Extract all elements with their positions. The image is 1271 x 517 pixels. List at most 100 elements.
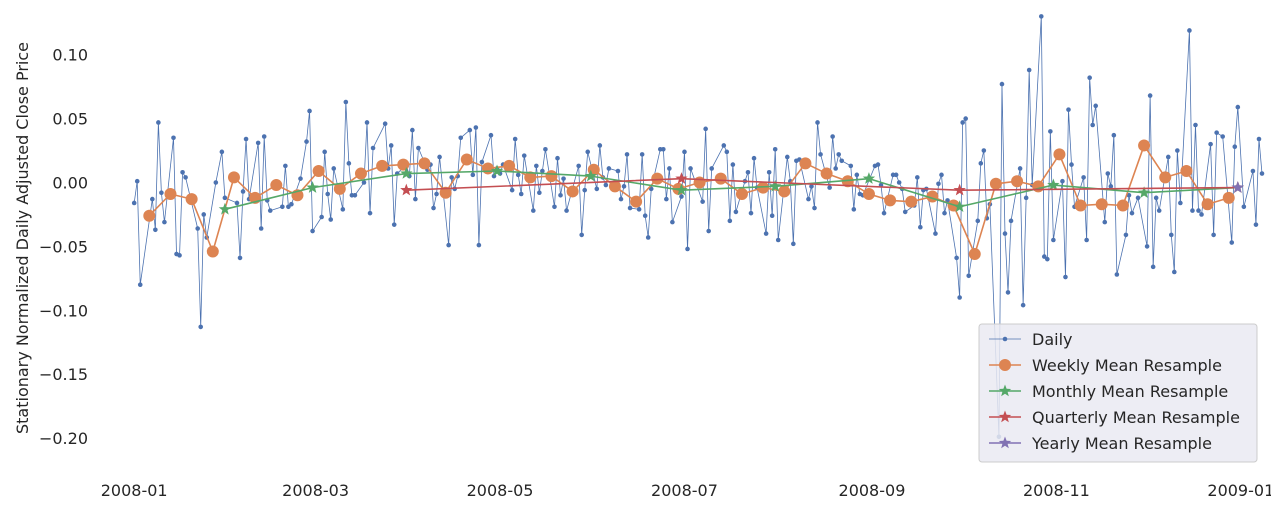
data-point-daily — [434, 191, 439, 197]
data-point-daily — [579, 232, 584, 238]
data-point-daily — [283, 163, 288, 169]
data-point-daily — [1187, 28, 1192, 33]
data-point-weekly-mean-resample — [884, 194, 897, 207]
data-point-daily — [645, 235, 651, 240]
data-point-daily — [1259, 171, 1265, 176]
data-point-daily — [848, 163, 854, 169]
data-point-daily — [815, 120, 820, 125]
data-point-monthly-mean-resample — [862, 172, 876, 184]
data-point-daily — [364, 120, 370, 125]
data-point-quarterly-mean-resample — [953, 183, 966, 196]
data-point-daily — [818, 152, 823, 157]
legend-swatch-marker — [999, 359, 1011, 371]
data-point-weekly-mean-resample — [1116, 199, 1129, 212]
data-point-daily — [1026, 67, 1032, 73]
data-point-weekly-mean-resample — [1053, 148, 1066, 161]
data-point-daily — [585, 149, 591, 155]
data-point-daily — [416, 145, 421, 151]
data-point-daily — [833, 166, 838, 171]
data-point-daily — [851, 207, 857, 212]
legend-label: Quarterly Mean Resample — [1032, 408, 1240, 427]
data-point-weekly-mean-resample — [481, 162, 494, 175]
data-point-daily — [1005, 290, 1011, 295]
data-point-daily — [661, 146, 666, 152]
data-point-daily — [1147, 93, 1153, 98]
data-point-daily — [183, 175, 188, 180]
series-weekly-mean-resample — [143, 139, 1235, 261]
data-point-daily — [966, 273, 972, 279]
data-point-daily — [431, 205, 436, 211]
data-point-weekly-mean-resample — [354, 167, 367, 180]
data-point-monthly-mean-resample — [218, 202, 232, 215]
x-tick-label: 2008-11 — [1023, 481, 1090, 500]
data-point-daily — [177, 253, 182, 258]
data-point-daily — [1211, 232, 1216, 238]
y-tick-label: 0.10 — [52, 46, 88, 65]
data-point-daily — [748, 210, 754, 216]
data-point-daily — [1090, 122, 1095, 128]
data-point-daily — [1102, 219, 1108, 225]
data-point-daily — [162, 219, 167, 225]
data-point-daily — [1229, 240, 1235, 245]
data-point-daily — [582, 187, 588, 193]
data-point-daily — [180, 169, 185, 175]
data-point-weekly-mean-resample — [185, 193, 198, 206]
data-point-daily — [537, 190, 542, 196]
data-point-quarterly-mean-resample — [675, 172, 688, 184]
data-point-daily — [836, 152, 841, 157]
data-point-daily — [1256, 136, 1262, 142]
data-point-monthly-mean-resample — [400, 167, 413, 179]
data-point-daily — [476, 242, 482, 248]
data-point-daily — [1108, 184, 1114, 189]
data-point-daily — [322, 149, 327, 155]
data-point-quarterly-mean-resample — [400, 183, 413, 196]
data-point-monthly-mean-resample — [490, 164, 504, 177]
data-point-daily — [830, 134, 835, 139]
data-point-daily — [954, 255, 959, 261]
data-point-daily — [449, 175, 454, 180]
data-point-daily — [370, 145, 376, 151]
legend-swatch-marker — [1002, 336, 1008, 342]
data-point-daily — [639, 152, 645, 157]
data-point-daily — [437, 154, 442, 160]
y-tick-label: 0.05 — [52, 110, 88, 129]
data-point-weekly-mean-resample — [524, 171, 537, 184]
data-point-daily — [594, 186, 600, 192]
legend-item-weekly-mean-resample: Weekly Mean Resample — [989, 356, 1222, 375]
data-point-daily — [515, 172, 521, 178]
data-point-daily — [518, 191, 524, 197]
data-point-daily — [304, 139, 309, 144]
data-point-daily — [137, 282, 143, 288]
data-point-monthly-mean-resample — [953, 200, 966, 213]
legend-box — [978, 323, 1258, 463]
data-point-daily — [1045, 256, 1050, 262]
data-point-daily — [1093, 103, 1099, 109]
data-point-weekly-mean-resample — [1222, 191, 1235, 204]
data-point-daily — [346, 161, 352, 166]
data-point-daily — [682, 149, 687, 155]
data-point-daily — [893, 172, 899, 178]
data-point-daily — [1241, 204, 1247, 210]
data-point-daily — [382, 121, 388, 127]
legend: Daily Weekly Mean Resample Monthly Mean Re… — [978, 323, 1258, 463]
y-tick-label: −0.10 — [39, 301, 88, 320]
data-point-daily — [171, 135, 176, 141]
data-point-daily — [240, 189, 246, 194]
data-point-daily — [766, 169, 772, 175]
data-point-daily — [827, 185, 832, 190]
x-tick-labels: 2008-01 2008-03 2008-05 2008-07 2008-09 2008-… — [101, 481, 1271, 500]
legend-label: Daily — [1032, 330, 1072, 349]
y-tick-labels: −0.20 −0.15 −0.10 −0.05 0.00 0.05 0.10 — [39, 46, 88, 448]
data-point-monthly-mean-resample — [769, 179, 782, 192]
data-point-weekly-mean-resample — [693, 176, 706, 189]
data-point-daily — [688, 166, 693, 171]
data-point-daily — [664, 196, 669, 202]
data-point-daily — [636, 207, 642, 212]
data-point-daily — [839, 158, 845, 164]
data-point-monthly-mean-resample — [1137, 186, 1151, 198]
y-tick-label: −0.20 — [39, 429, 88, 448]
data-point-daily — [552, 204, 557, 210]
data-point-daily — [1114, 272, 1120, 277]
data-point-daily — [603, 182, 609, 188]
